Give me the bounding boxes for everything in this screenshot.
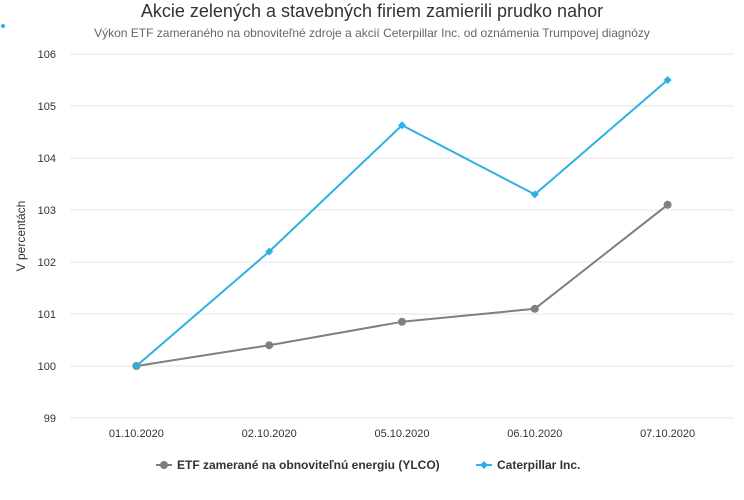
- x-axis-ticks: 01.10.2020 02.10.2020 05.10.2020 06.10.2020…: [109, 428, 695, 440]
- x-tick-label: 02.10.2020: [242, 428, 297, 440]
- data-point[interactable]: [530, 304, 539, 313]
- data-point[interactable]: [398, 121, 406, 130]
- y-tick-label: 104: [38, 153, 56, 165]
- data-point[interactable]: [265, 247, 274, 256]
- y-tick-label: 105: [38, 101, 56, 113]
- y-tick-label: 103: [38, 205, 56, 217]
- data-point[interactable]: [663, 76, 672, 84]
- legend-label: ETF zamerané na obnoviteľnú energiu (YLC…: [177, 458, 440, 472]
- legend-marker: [160, 461, 168, 469]
- x-tick-label: 07.10.2020: [640, 428, 695, 440]
- corner-dot: [1, 24, 5, 28]
- series-group: [132, 76, 672, 370]
- legend-item[interactable]: Caterpillar Inc.: [476, 458, 580, 472]
- y-axis-label: V percentách: [14, 201, 28, 272]
- series-1: [132, 200, 672, 370]
- x-tick-label: 05.10.2020: [374, 428, 429, 440]
- series-2: [132, 76, 672, 370]
- chart-title: Akcie zelených a stavebných firiem zamie…: [141, 1, 603, 21]
- legend-marker: [480, 461, 488, 469]
- gridlines: [70, 53, 734, 419]
- y-tick-label: 99: [44, 413, 56, 425]
- y-tick-label: 106: [38, 49, 56, 61]
- x-tick-label: 06.10.2020: [507, 428, 562, 440]
- series-line: [135, 203, 669, 367]
- data-point[interactable]: [398, 317, 406, 326]
- data-point[interactable]: [663, 200, 672, 209]
- y-tick-label: 102: [38, 257, 56, 269]
- data-point[interactable]: [132, 362, 141, 370]
- legend-label: Caterpillar Inc.: [497, 458, 580, 472]
- data-point[interactable]: [530, 190, 539, 199]
- y-tick-label: 101: [38, 309, 56, 321]
- data-point[interactable]: [265, 341, 274, 350]
- chart-subtitle: Výkon ETF zameraného na obnoviteľné zdro…: [94, 26, 650, 40]
- legend-item[interactable]: ETF zamerané na obnoviteľnú energiu (YLC…: [156, 458, 440, 472]
- legend[interactable]: ETF zamerané na obnoviteľnú energiu (YLC…: [156, 458, 580, 472]
- x-tick-label: 01.10.2020: [109, 428, 164, 440]
- y-tick-label: 100: [38, 361, 56, 373]
- y-axis-ticks: 99 100 101 102 103 104 105 106: [38, 49, 56, 425]
